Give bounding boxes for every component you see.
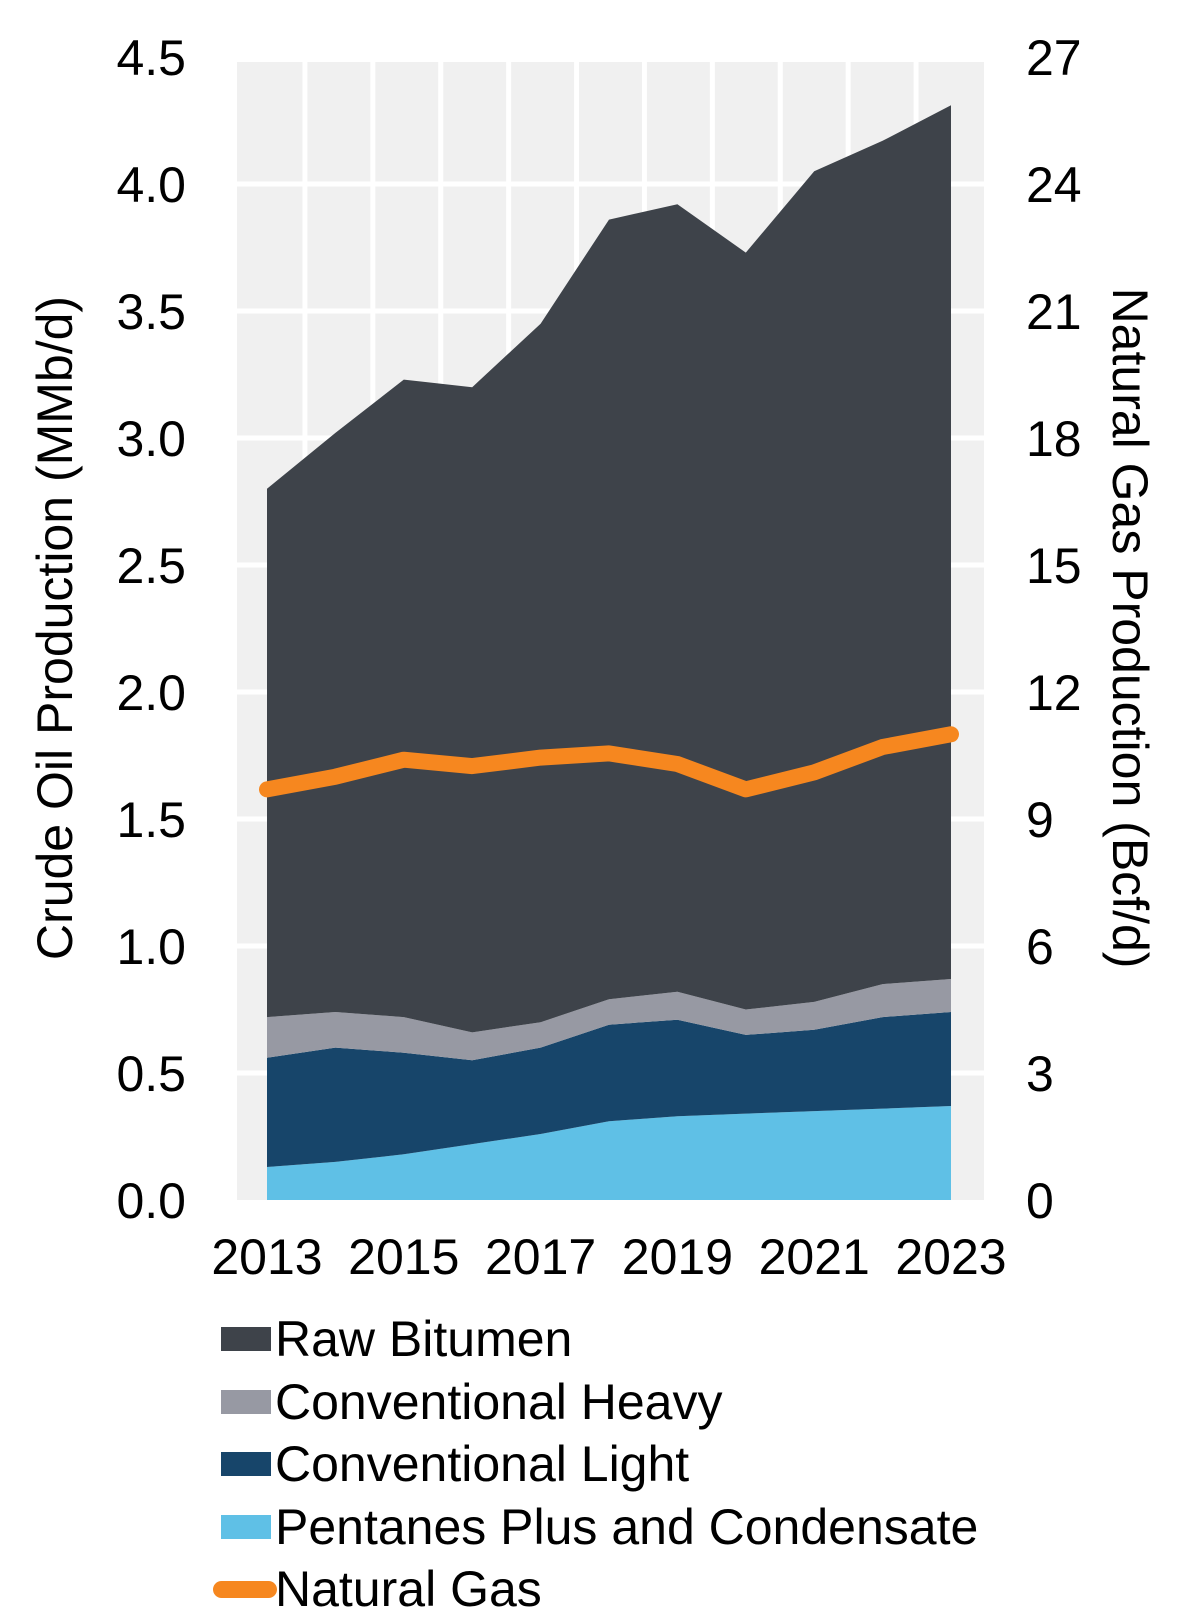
legend-swatch-conventional-heavy xyxy=(221,1389,271,1414)
y-axis-right-tick-label: 0 xyxy=(1026,1173,1054,1229)
y-axis-left-tick-label: 3.5 xyxy=(116,284,186,340)
legend-label: Natural Gas xyxy=(275,1561,542,1617)
y-axis-left-tick-label: 1.5 xyxy=(116,792,186,848)
legend-swatch-raw-bitumen xyxy=(221,1327,271,1351)
y-axis-right-tick-label: 24 xyxy=(1026,157,1082,213)
legend-item-natural-gas: Natural Gas xyxy=(213,1558,542,1620)
x-axis-tick-label: 2013 xyxy=(211,1229,322,1285)
x-axis-tick-label: 2015 xyxy=(348,1229,459,1285)
y-axis-right-tick-label: 9 xyxy=(1026,792,1054,848)
x-axis-tick-label: 2021 xyxy=(759,1229,870,1285)
legend-label: Conventional Heavy xyxy=(275,1373,723,1430)
legend-marker-slot xyxy=(213,1514,275,1539)
legend-marker-slot xyxy=(213,1452,275,1476)
y-axis-left-tick-label: 0.5 xyxy=(116,1046,186,1102)
legend-marker-slot xyxy=(213,1389,275,1414)
legend-item-conventional-heavy: Conventional Heavy xyxy=(213,1371,723,1433)
legend-item-pentanes-plus-and-condensate: Pentanes Plus and Condensate xyxy=(213,1496,978,1558)
legend-swatch-natural-gas xyxy=(213,1580,277,1598)
legend-marker-slot xyxy=(213,1580,277,1598)
area-raw-bitumen xyxy=(267,105,951,1033)
y-axis-left-tick-label: 4.5 xyxy=(116,30,186,86)
y-axis-left-tick-label: 2.0 xyxy=(116,665,186,721)
legend-swatch-pentanes-plus-and-condensate xyxy=(221,1514,271,1539)
y-axis-right-tick-label: 15 xyxy=(1026,538,1082,594)
legend-label: Raw Bitumen xyxy=(275,1311,573,1367)
y-axis-left-tick-label: 1.0 xyxy=(116,919,186,975)
legend-item-raw-bitumen: Raw Bitumen xyxy=(213,1308,572,1370)
legend-label: Conventional Light xyxy=(275,1436,690,1492)
y-axis-left-tick-label: 3.0 xyxy=(116,411,186,467)
y-axis-right-tick-label: 18 xyxy=(1026,411,1082,467)
x-axis-tick-label: 2023 xyxy=(895,1229,1006,1285)
y-axis-left-tick-label: 2.5 xyxy=(116,538,186,594)
y-axis-right-tick-label: 21 xyxy=(1026,284,1082,340)
left-axis-title: Crude Oil Production (MMb/d) xyxy=(27,295,83,961)
x-axis-tick-label: 2017 xyxy=(485,1229,596,1285)
area-conventional-light xyxy=(267,1012,951,1167)
y-axis-right-tick-label: 12 xyxy=(1026,665,1082,721)
area-conventional-heavy xyxy=(267,979,951,1061)
y-axis-right-tick-label: 3 xyxy=(1026,1046,1054,1102)
y-axis-left-tick-label: 0.0 xyxy=(116,1173,186,1229)
area-pentanes-plus-and-condensate xyxy=(267,1106,951,1200)
y-axis-right-tick-label: 27 xyxy=(1026,30,1082,86)
legend-label: Pentanes Plus and Condensate xyxy=(275,1498,979,1555)
natural-gas-line xyxy=(259,726,959,798)
right-axis-title: Natural Gas Production (Bcf/d) xyxy=(1102,287,1158,969)
legend-marker-slot xyxy=(213,1327,275,1351)
x-axis-tick-label: 2019 xyxy=(622,1229,733,1285)
legend-item-conventional-light: Conventional Light xyxy=(213,1433,689,1495)
legend-swatch-conventional-light xyxy=(221,1452,271,1476)
y-axis-left-tick-label: 4.0 xyxy=(116,157,186,213)
y-axis-right-tick-label: 6 xyxy=(1026,919,1054,975)
